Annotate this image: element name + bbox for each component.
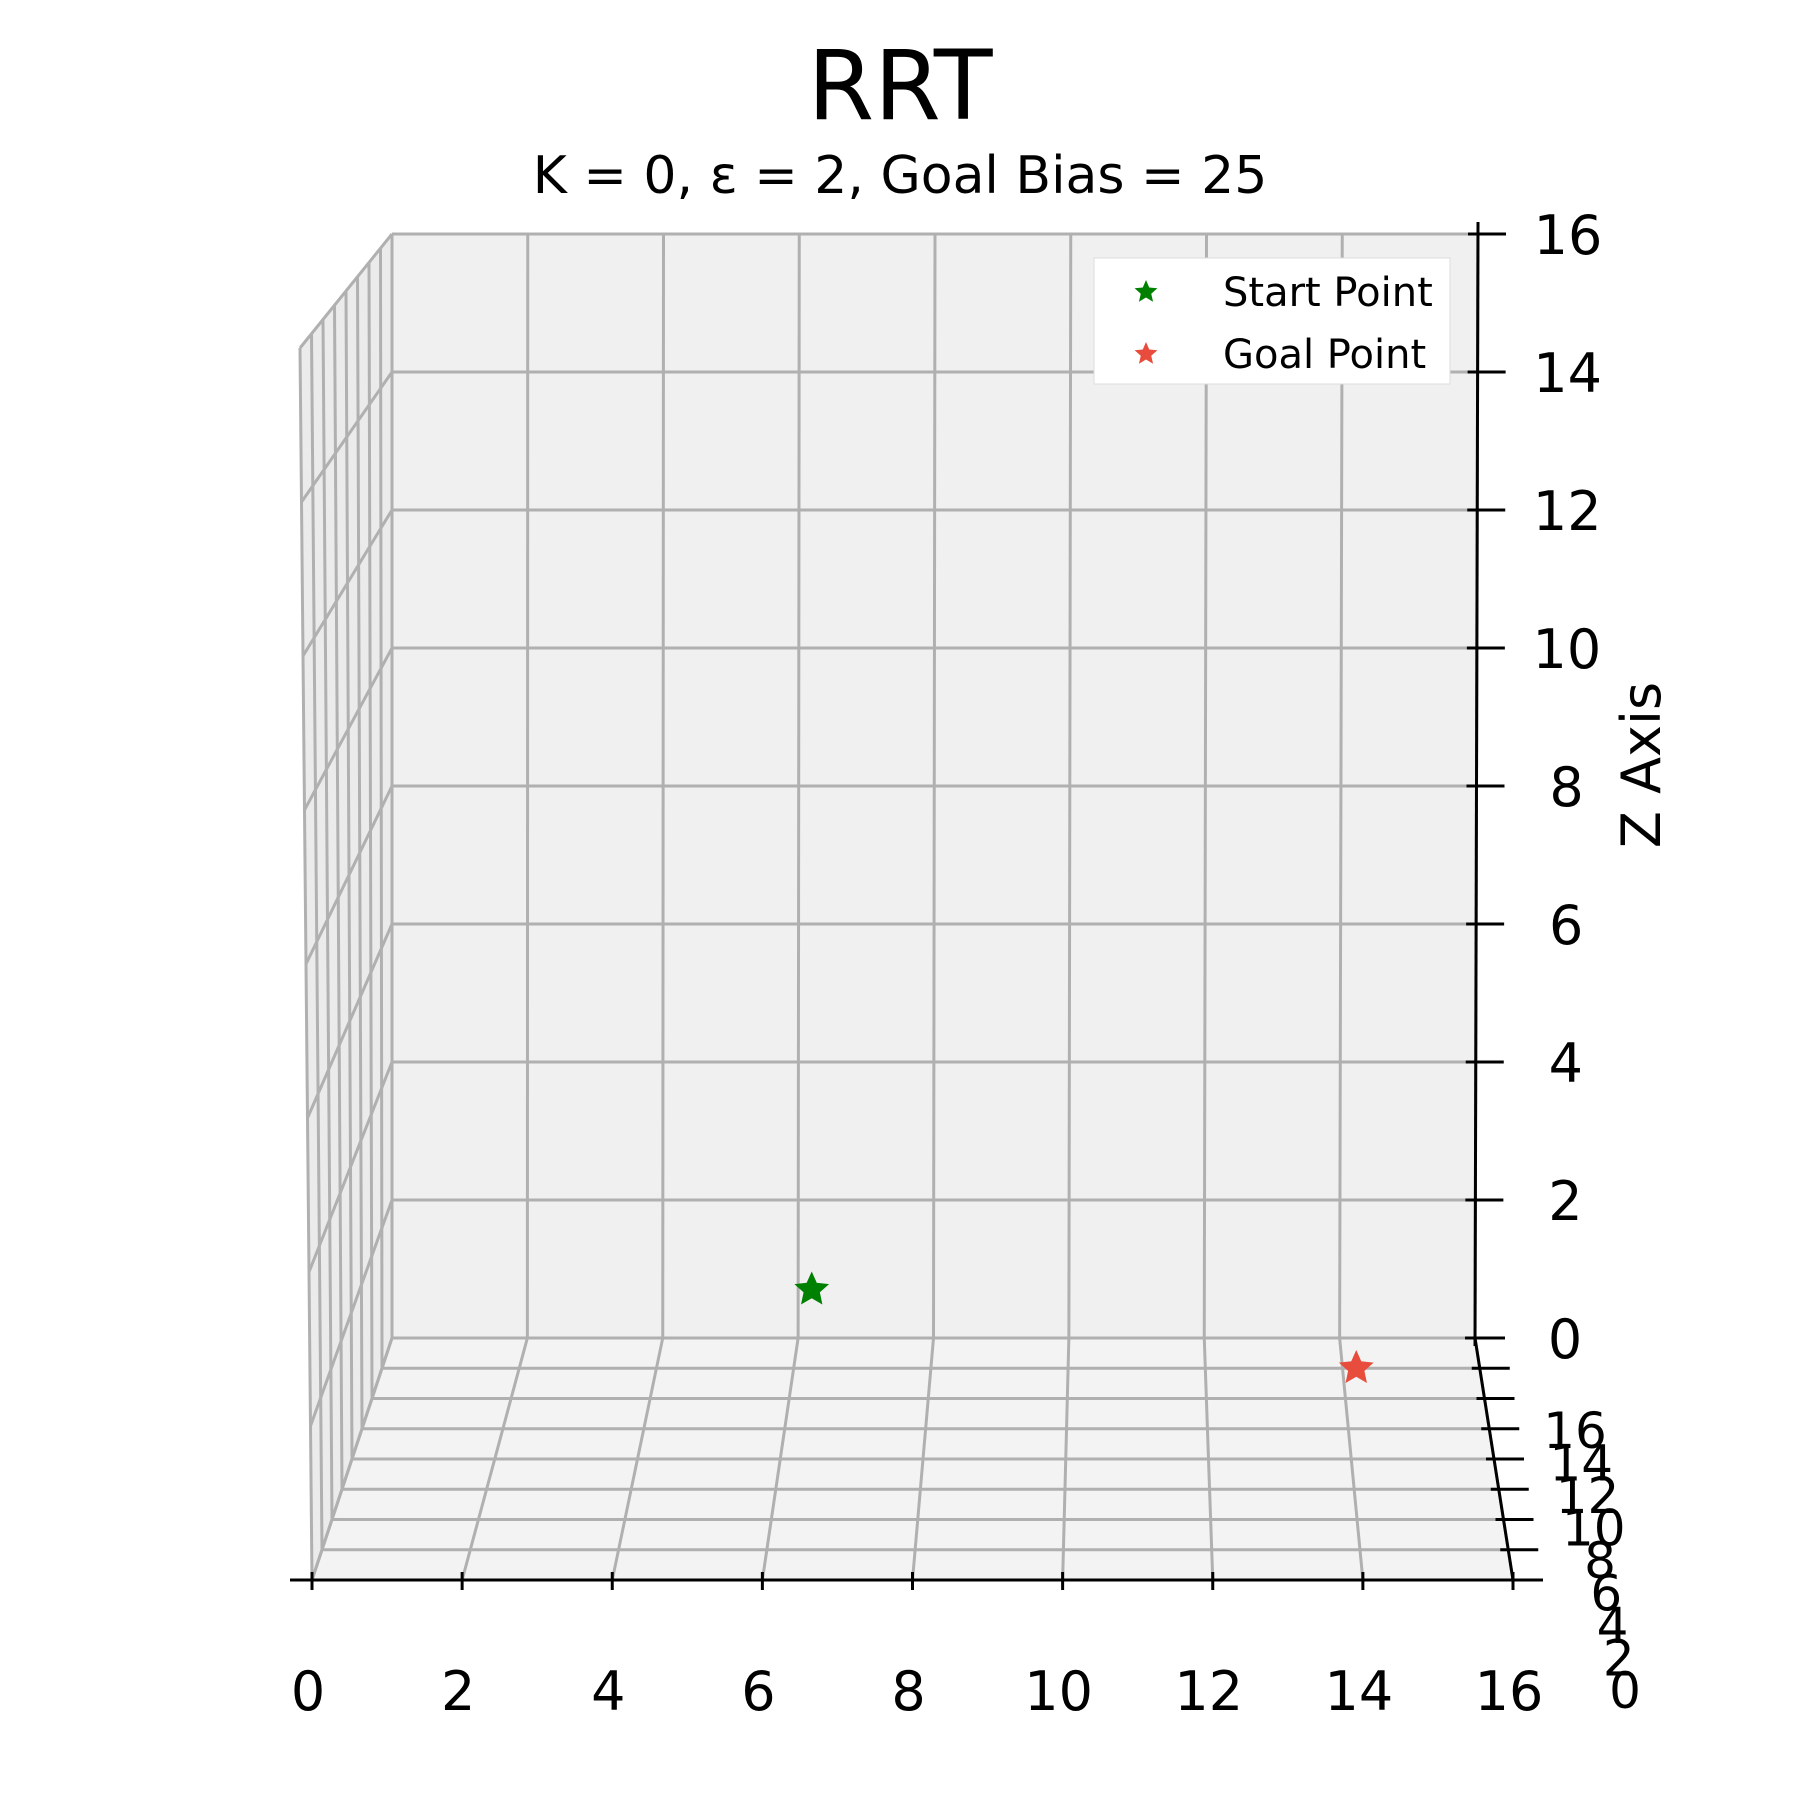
grid-line-side-z [307, 1061, 394, 1273]
x-tick-label: 14 [1325, 1660, 1394, 1723]
chart-subtitle: K = 0, ε = 2, Goal Bias = 25 [532, 146, 1268, 206]
legend-label: Goal Point [1223, 332, 1426, 378]
legend-marker [1134, 280, 1158, 302]
start-point-marker [794, 1271, 830, 1305]
chart-title: RRT [807, 30, 993, 142]
y-tick-label: 0 [1609, 1662, 1641, 1720]
x-tick-label: 8 [891, 1660, 925, 1723]
x-tick-label: 6 [741, 1660, 775, 1723]
x-tick-label: 12 [1174, 1660, 1243, 1723]
x-tick-label: 10 [1024, 1660, 1093, 1723]
z-tick-label: 10 [1533, 618, 1602, 681]
y-tick-label: 2 [1603, 1630, 1635, 1688]
grid-line-side-z [304, 785, 394, 965]
goal-point-marker [1338, 1350, 1374, 1383]
grid-line-side-z [303, 647, 394, 811]
z-tick-label: 4 [1549, 1032, 1583, 1095]
legend-box [1093, 257, 1451, 385]
legend-label: Start Point [1223, 270, 1433, 316]
y-tick-label: 12 [1556, 1467, 1620, 1525]
z-tick-label: 8 [1549, 756, 1583, 819]
x-tick-label: 0 [291, 1660, 325, 1723]
y-tick-label: 8 [1584, 1532, 1616, 1590]
z-tick-label: 2 [1548, 1170, 1582, 1233]
y-tick-label: 10 [1562, 1500, 1626, 1558]
z-tick-label: 16 [1534, 204, 1603, 267]
y-tick-label: 14 [1549, 1435, 1613, 1493]
y-tick-label: 16 [1543, 1402, 1607, 1460]
grid-line-side-z [300, 371, 394, 503]
y-tick-label: 6 [1590, 1565, 1622, 1623]
grid-line-side-z [309, 1199, 394, 1427]
z-axis-line [1473, 221, 1480, 1347]
z-tick-label: 14 [1533, 342, 1602, 405]
y-tick-label: 4 [1597, 1597, 1629, 1655]
z-tick-label: 0 [1548, 1308, 1582, 1371]
grid-line-side-z [298, 233, 394, 349]
z-axis-label: Z Axis [1610, 682, 1673, 848]
z-tick-label: 6 [1549, 894, 1583, 957]
legend-marker [1134, 342, 1158, 364]
x-tick-label: 4 [591, 1660, 625, 1723]
x-tick-label: 16 [1475, 1660, 1544, 1723]
grid-line-side-z [306, 923, 394, 1119]
z-tick-label: 12 [1533, 480, 1602, 543]
x-tick-label: 2 [441, 1660, 475, 1723]
grid-line-side-z [301, 509, 394, 657]
